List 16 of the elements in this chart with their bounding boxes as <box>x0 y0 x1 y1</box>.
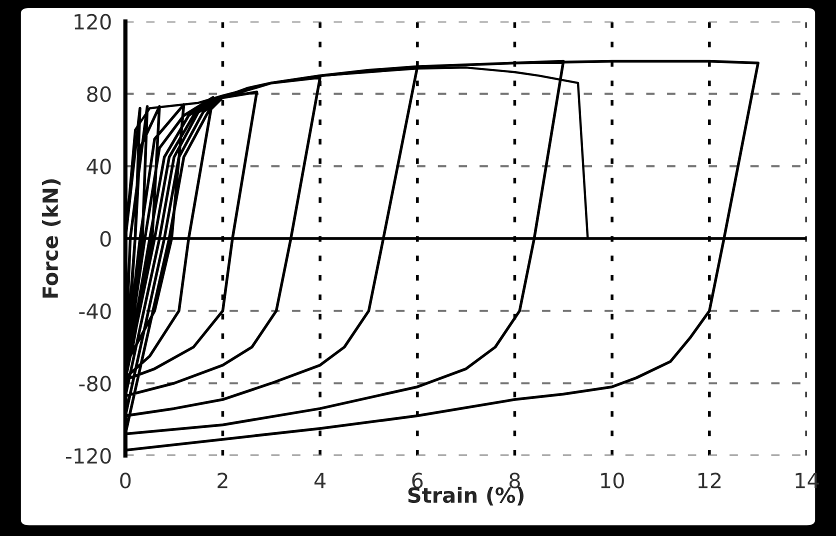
x-axis-title: Strain (%) <box>408 486 524 506</box>
x-tick-label: 2 <box>218 472 228 488</box>
x-tick-label: 10 <box>601 472 624 488</box>
y-axis-title: Force (kN) <box>42 179 61 298</box>
y-tick-label: -120 <box>66 448 111 464</box>
x-tick-label: 4 <box>314 472 326 488</box>
x-tick-label: 8 <box>510 472 520 488</box>
y-tick-label: -40 <box>79 303 111 320</box>
x-tick-label: 6 <box>412 472 423 488</box>
y-tick-label: 0 <box>100 230 111 247</box>
y-tick-label: 80 <box>87 86 111 102</box>
x-tick-label: 12 <box>698 472 721 488</box>
y-tick-label: -80 <box>79 376 111 392</box>
x-tick-label: 0 <box>120 472 131 488</box>
y-tick-label: 120 <box>74 14 111 30</box>
y-tick-label: 40 <box>86 158 111 174</box>
